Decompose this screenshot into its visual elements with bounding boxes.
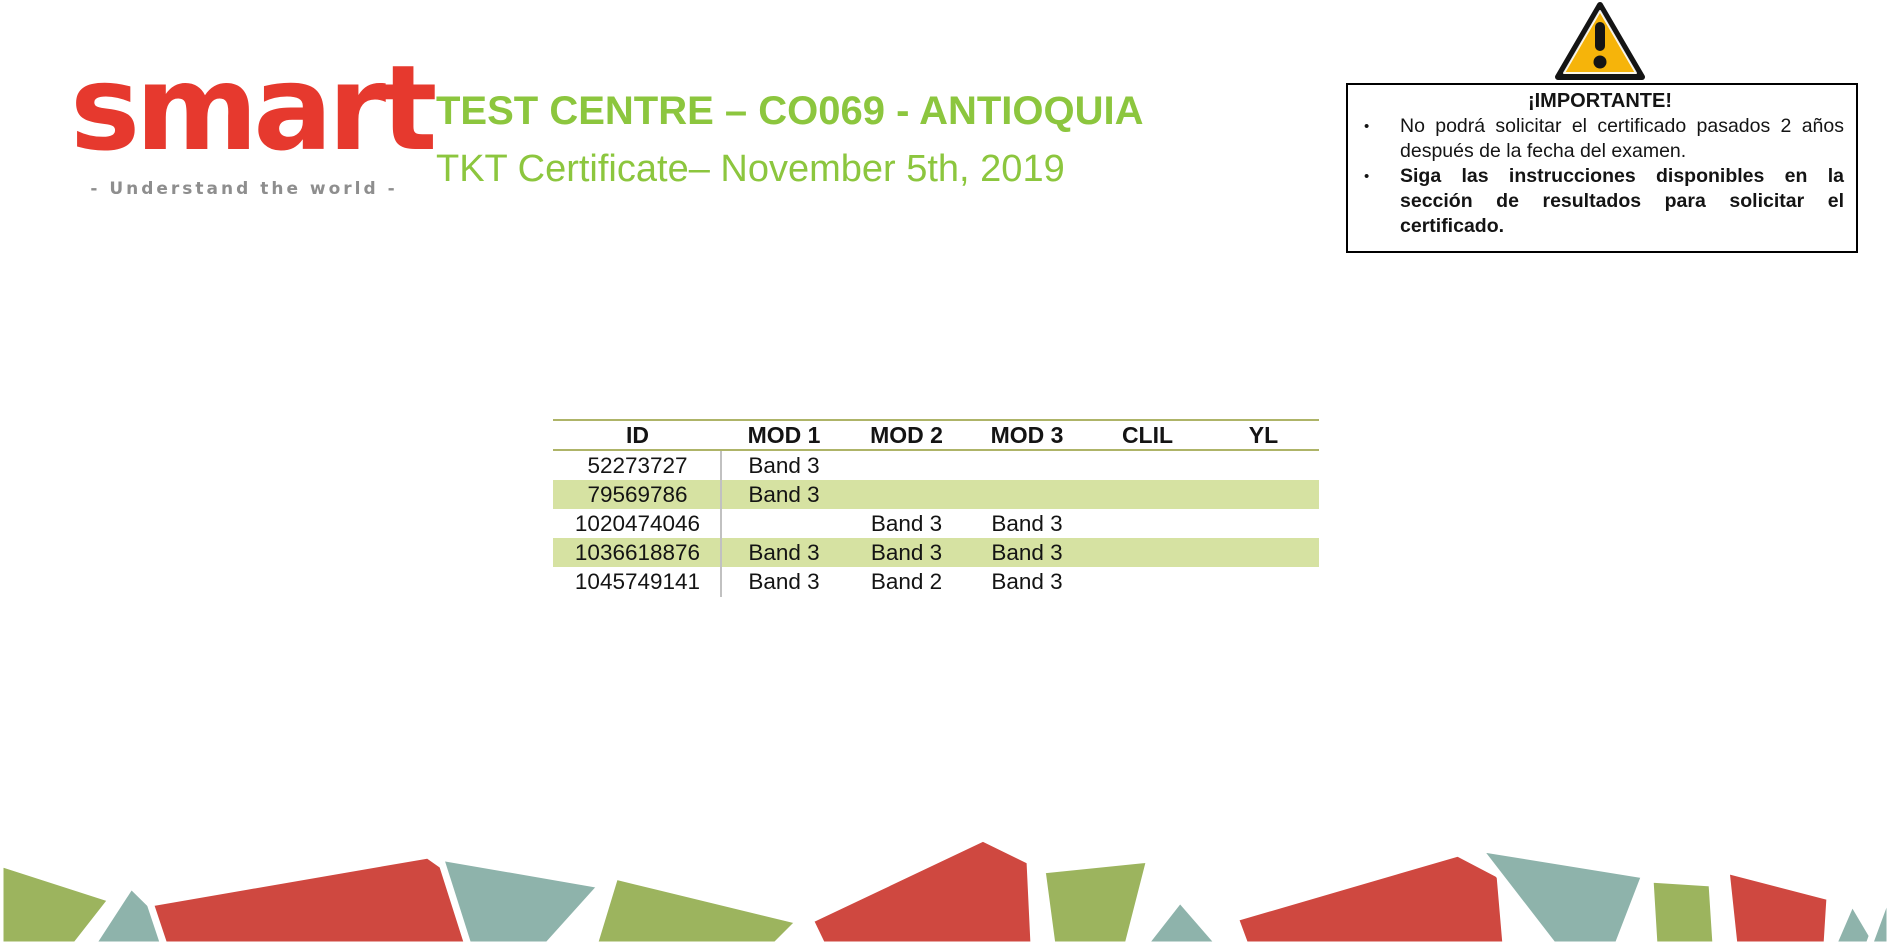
id-cell: 52273727 [587, 453, 688, 478]
table-row: 52273727 Band 3 [553, 451, 1319, 480]
band-cell: Band 3 [748, 569, 820, 594]
column-header-mod2: MOD 2 [870, 422, 943, 448]
id-cell: 1036618876 [574, 540, 701, 565]
band-cell: Band 3 [991, 511, 1063, 536]
band-cell: Band 3 [748, 453, 820, 478]
page-subtitle: TKT Certificate– November 5th, 2019 [436, 148, 1065, 190]
bullet-glyph: • [1364, 168, 1370, 185]
table-row: 1020474046 Band 3 Band 3 [553, 509, 1319, 538]
notice-bullet-text: Siga las instrucciones disponibles en la… [1400, 165, 1844, 237]
important-notice-box: ¡IMPORTANTE! • No podrá solicitar el cer… [1346, 83, 1858, 253]
notice-bullet-text: No podrá solicitar el certificado pasado… [1400, 115, 1844, 162]
column-header-mod1: MOD 1 [747, 422, 821, 448]
band-cell: Band 3 [870, 511, 943, 536]
column-header-yl: YL [1248, 422, 1279, 448]
band-cell: Band 2 [870, 569, 943, 594]
results-table: ID MOD 1 MOD 2 MOD 3 CLIL YL 52273727 Ba… [553, 419, 1319, 597]
band-cell: Band 3 [748, 540, 820, 565]
id-cell: 1020474046 [574, 511, 701, 536]
column-header-id: ID [626, 422, 649, 448]
id-cell: 79569786 [587, 482, 688, 507]
id-cell: 1045749141 [574, 569, 701, 594]
bottom-polygon-decoration [0, 834, 1890, 945]
band-cell: Band 3 [748, 482, 820, 507]
bullet-glyph: • [1364, 118, 1370, 135]
id-column-divider [720, 451, 722, 597]
notice-bullet-item: • Siga las instrucciones disponibles en … [1356, 164, 1844, 239]
table-row: 1045749141 Band 3 Band 2 Band 3 [553, 567, 1319, 596]
notice-title: ¡IMPORTANTE! [1527, 90, 1673, 112]
table-header-row: ID MOD 1 MOD 2 MOD 3 CLIL YL [553, 419, 1319, 451]
smart-logo-text: smart [70, 39, 437, 177]
band-cell: Band 3 [870, 540, 943, 565]
column-header-mod3: MOD 3 [990, 422, 1064, 448]
table-row: 79569786 Band 3 [553, 480, 1319, 509]
table-row: 1036618876 Band 3 Band 3 Band 3 [553, 538, 1319, 567]
page-title: TEST CENTRE – CO069 - ANTIOQUIA [436, 89, 1144, 133]
smart-logo-tagline: - Understand the world - [90, 179, 398, 199]
band-cell: Band 3 [991, 569, 1063, 594]
notice-bullet-item: • No podrá solicitar el certificado pasa… [1356, 114, 1844, 164]
band-cell: Band 3 [991, 540, 1063, 565]
warning-triangle-icon [1555, 2, 1645, 80]
column-header-clil: CLIL [1121, 422, 1174, 448]
smart-logo: smart - Understand the world - [70, 39, 437, 199]
